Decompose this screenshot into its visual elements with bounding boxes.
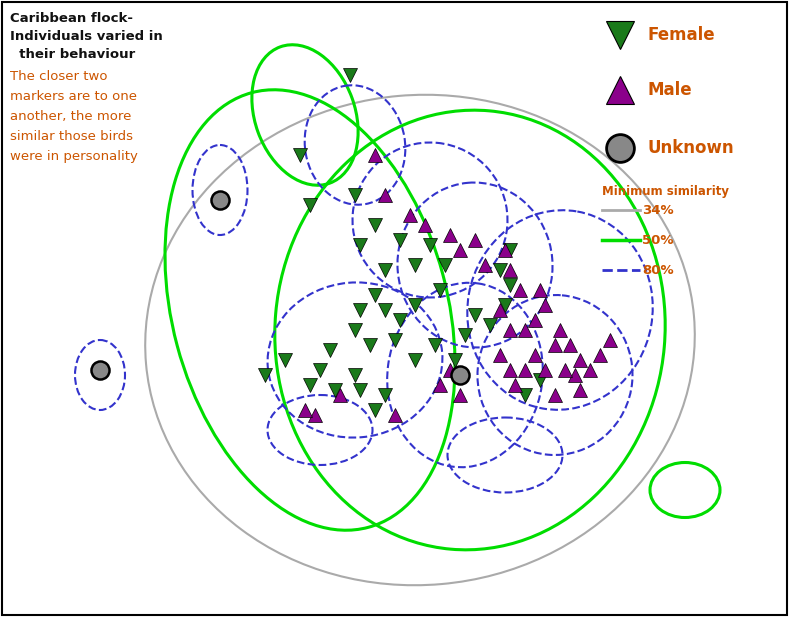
Text: Minimum similarity: Minimum similarity (602, 185, 729, 198)
Text: Individuals varied in: Individuals varied in (10, 30, 163, 43)
Text: Female: Female (648, 26, 716, 44)
Text: Male: Male (648, 81, 693, 99)
Text: The closer two: The closer two (10, 70, 107, 83)
Text: Unknown: Unknown (648, 139, 735, 157)
Text: 80%: 80% (642, 263, 674, 276)
Text: markers are to one: markers are to one (10, 90, 137, 103)
Text: 50%: 50% (642, 233, 674, 247)
Text: their behaviour: their behaviour (10, 48, 135, 61)
Text: 34%: 34% (642, 204, 674, 217)
Text: were in personality: were in personality (10, 150, 138, 163)
Text: similar those birds: similar those birds (10, 130, 133, 143)
Text: another, the more: another, the more (10, 110, 132, 123)
Text: Caribbean flock-: Caribbean flock- (10, 12, 133, 25)
